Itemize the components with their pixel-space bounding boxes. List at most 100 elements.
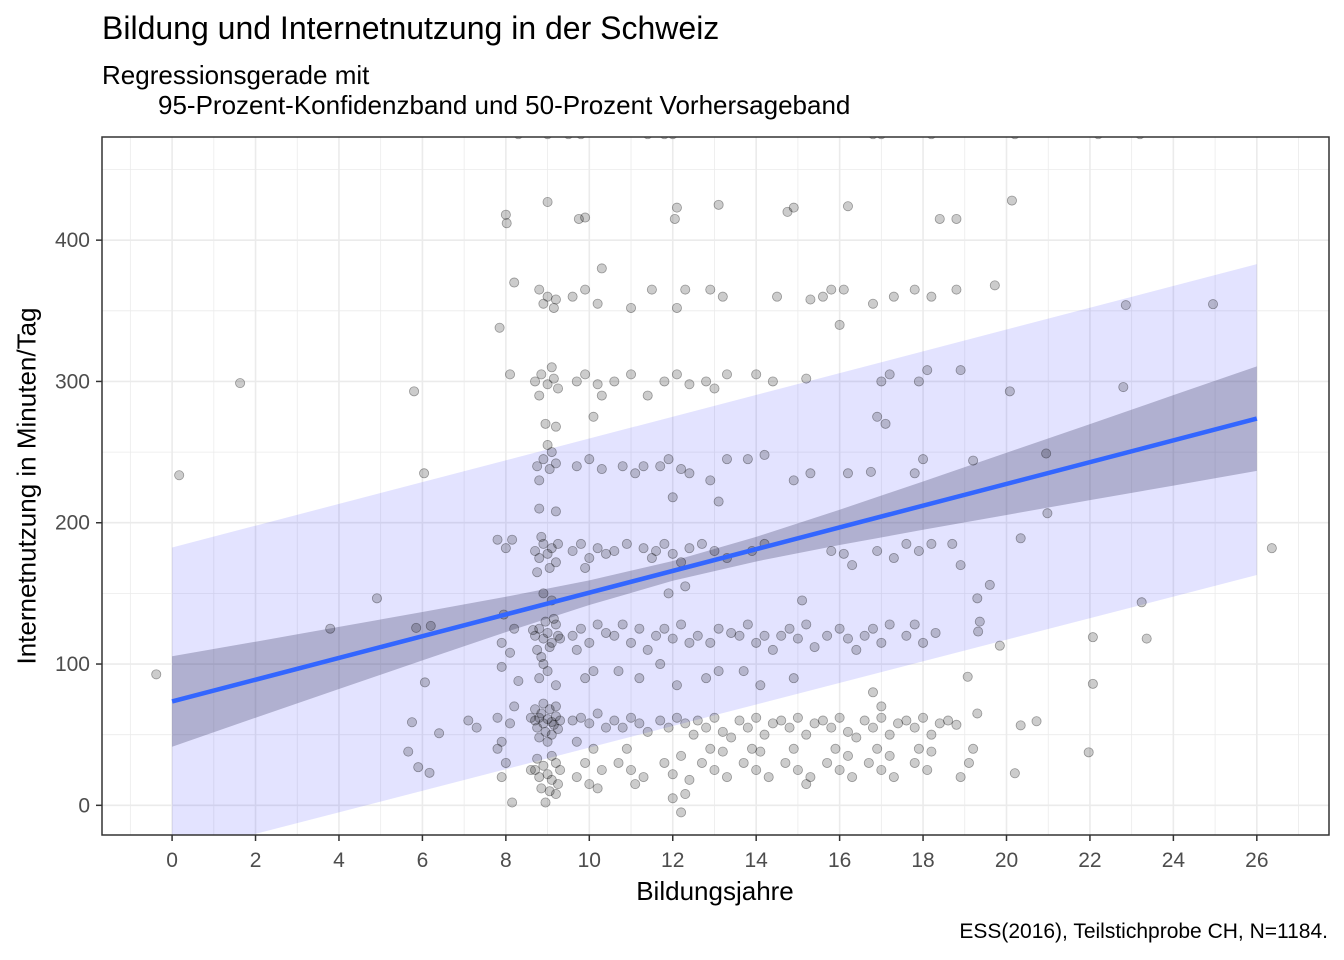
data-point [1141, 633, 1152, 644]
data-point [947, 538, 958, 549]
data-point [584, 454, 595, 465]
y-tick-label: 0 [78, 794, 90, 817]
data-point [542, 769, 553, 780]
data-point [496, 772, 507, 783]
x-tick-label: 18 [911, 849, 934, 872]
data-point [909, 619, 920, 630]
data-point [596, 263, 607, 274]
data-point [1118, 382, 1129, 393]
data-point [826, 545, 837, 556]
x-tick-label: 22 [1078, 849, 1101, 872]
data-point [751, 637, 762, 648]
chart-subtitle-line-1: Regressionsgerade mit [102, 60, 370, 90]
data-point [419, 677, 430, 688]
caption: ESS(2016), Teilstichprobe CH, N=1184. [959, 920, 1328, 943]
data-point [817, 291, 828, 302]
data-point [705, 637, 716, 648]
y-axis-label: Internetnutzung in Minuten/Tag [11, 307, 42, 665]
x-tick-label: 24 [1162, 849, 1186, 872]
x-tick-label: 16 [828, 849, 851, 872]
data-point [544, 704, 555, 715]
data-point [571, 772, 582, 783]
data-point [926, 538, 937, 549]
data-point [767, 376, 778, 387]
data-point [701, 722, 712, 733]
x-tick-label: 4 [333, 849, 345, 872]
data-point [509, 623, 520, 634]
data-point [501, 218, 512, 229]
data-point [801, 619, 812, 630]
data-point [542, 627, 553, 638]
data-point [567, 715, 578, 726]
data-point [492, 743, 503, 754]
data-point [553, 630, 564, 641]
data-point [424, 767, 435, 778]
data-point [540, 616, 551, 627]
data-point [705, 475, 716, 486]
data-point [550, 421, 561, 432]
data-point [721, 772, 732, 783]
data-point [325, 623, 336, 634]
data-point [951, 719, 962, 730]
data-point [626, 369, 637, 380]
data-point [951, 213, 962, 224]
data-point [534, 623, 545, 634]
data-point [973, 626, 984, 637]
data-point [567, 545, 578, 556]
data-point [626, 637, 637, 648]
data-point [538, 718, 549, 729]
chart-title: Bildung und Internetnutzung in der Schwe… [102, 10, 720, 46]
data-point [609, 715, 620, 726]
data-point [538, 698, 549, 709]
data-point [550, 506, 561, 517]
data-point [534, 390, 545, 401]
data-point [434, 728, 445, 739]
data-point [553, 724, 564, 735]
data-point [609, 630, 620, 641]
data-point [734, 715, 745, 726]
data-point [532, 567, 543, 578]
data-point [546, 447, 557, 458]
data-point [676, 807, 687, 818]
data-point [759, 729, 770, 740]
data-point [809, 642, 820, 653]
data-point [1087, 632, 1098, 643]
data-point [546, 729, 557, 740]
data-point [542, 666, 553, 677]
data-point [963, 757, 974, 768]
data-point [901, 630, 912, 641]
data-point [972, 593, 983, 604]
data-point [530, 630, 541, 641]
data-point [546, 774, 557, 785]
data-point [676, 750, 687, 761]
x-tick-label: 12 [661, 849, 684, 872]
data-point [742, 722, 753, 733]
data-point [550, 680, 561, 691]
data-point [659, 757, 670, 768]
data-point [659, 376, 670, 387]
data-point [701, 376, 712, 387]
chart-subtitle-line-2: 95-Prozent-Konfidenzband und 50-Prozent … [158, 90, 851, 120]
data-point [663, 722, 674, 733]
data-point [544, 786, 555, 797]
data-point [684, 774, 695, 785]
data-point [926, 746, 937, 757]
data-point [613, 666, 624, 677]
data-point [926, 729, 937, 740]
data-point [751, 369, 762, 380]
data-point [544, 562, 555, 573]
data-point [584, 637, 595, 648]
data-point [542, 291, 553, 302]
data-point [492, 712, 503, 723]
data-point [596, 765, 607, 776]
data-point [588, 743, 599, 754]
data-point [548, 302, 559, 313]
data-point [530, 765, 541, 776]
data-point [596, 464, 607, 475]
data-point [534, 553, 545, 564]
data-point [580, 284, 591, 295]
data-point [834, 623, 845, 634]
y-tick-label: 200 [55, 512, 90, 535]
data-point [534, 712, 545, 723]
data-point [705, 743, 716, 754]
